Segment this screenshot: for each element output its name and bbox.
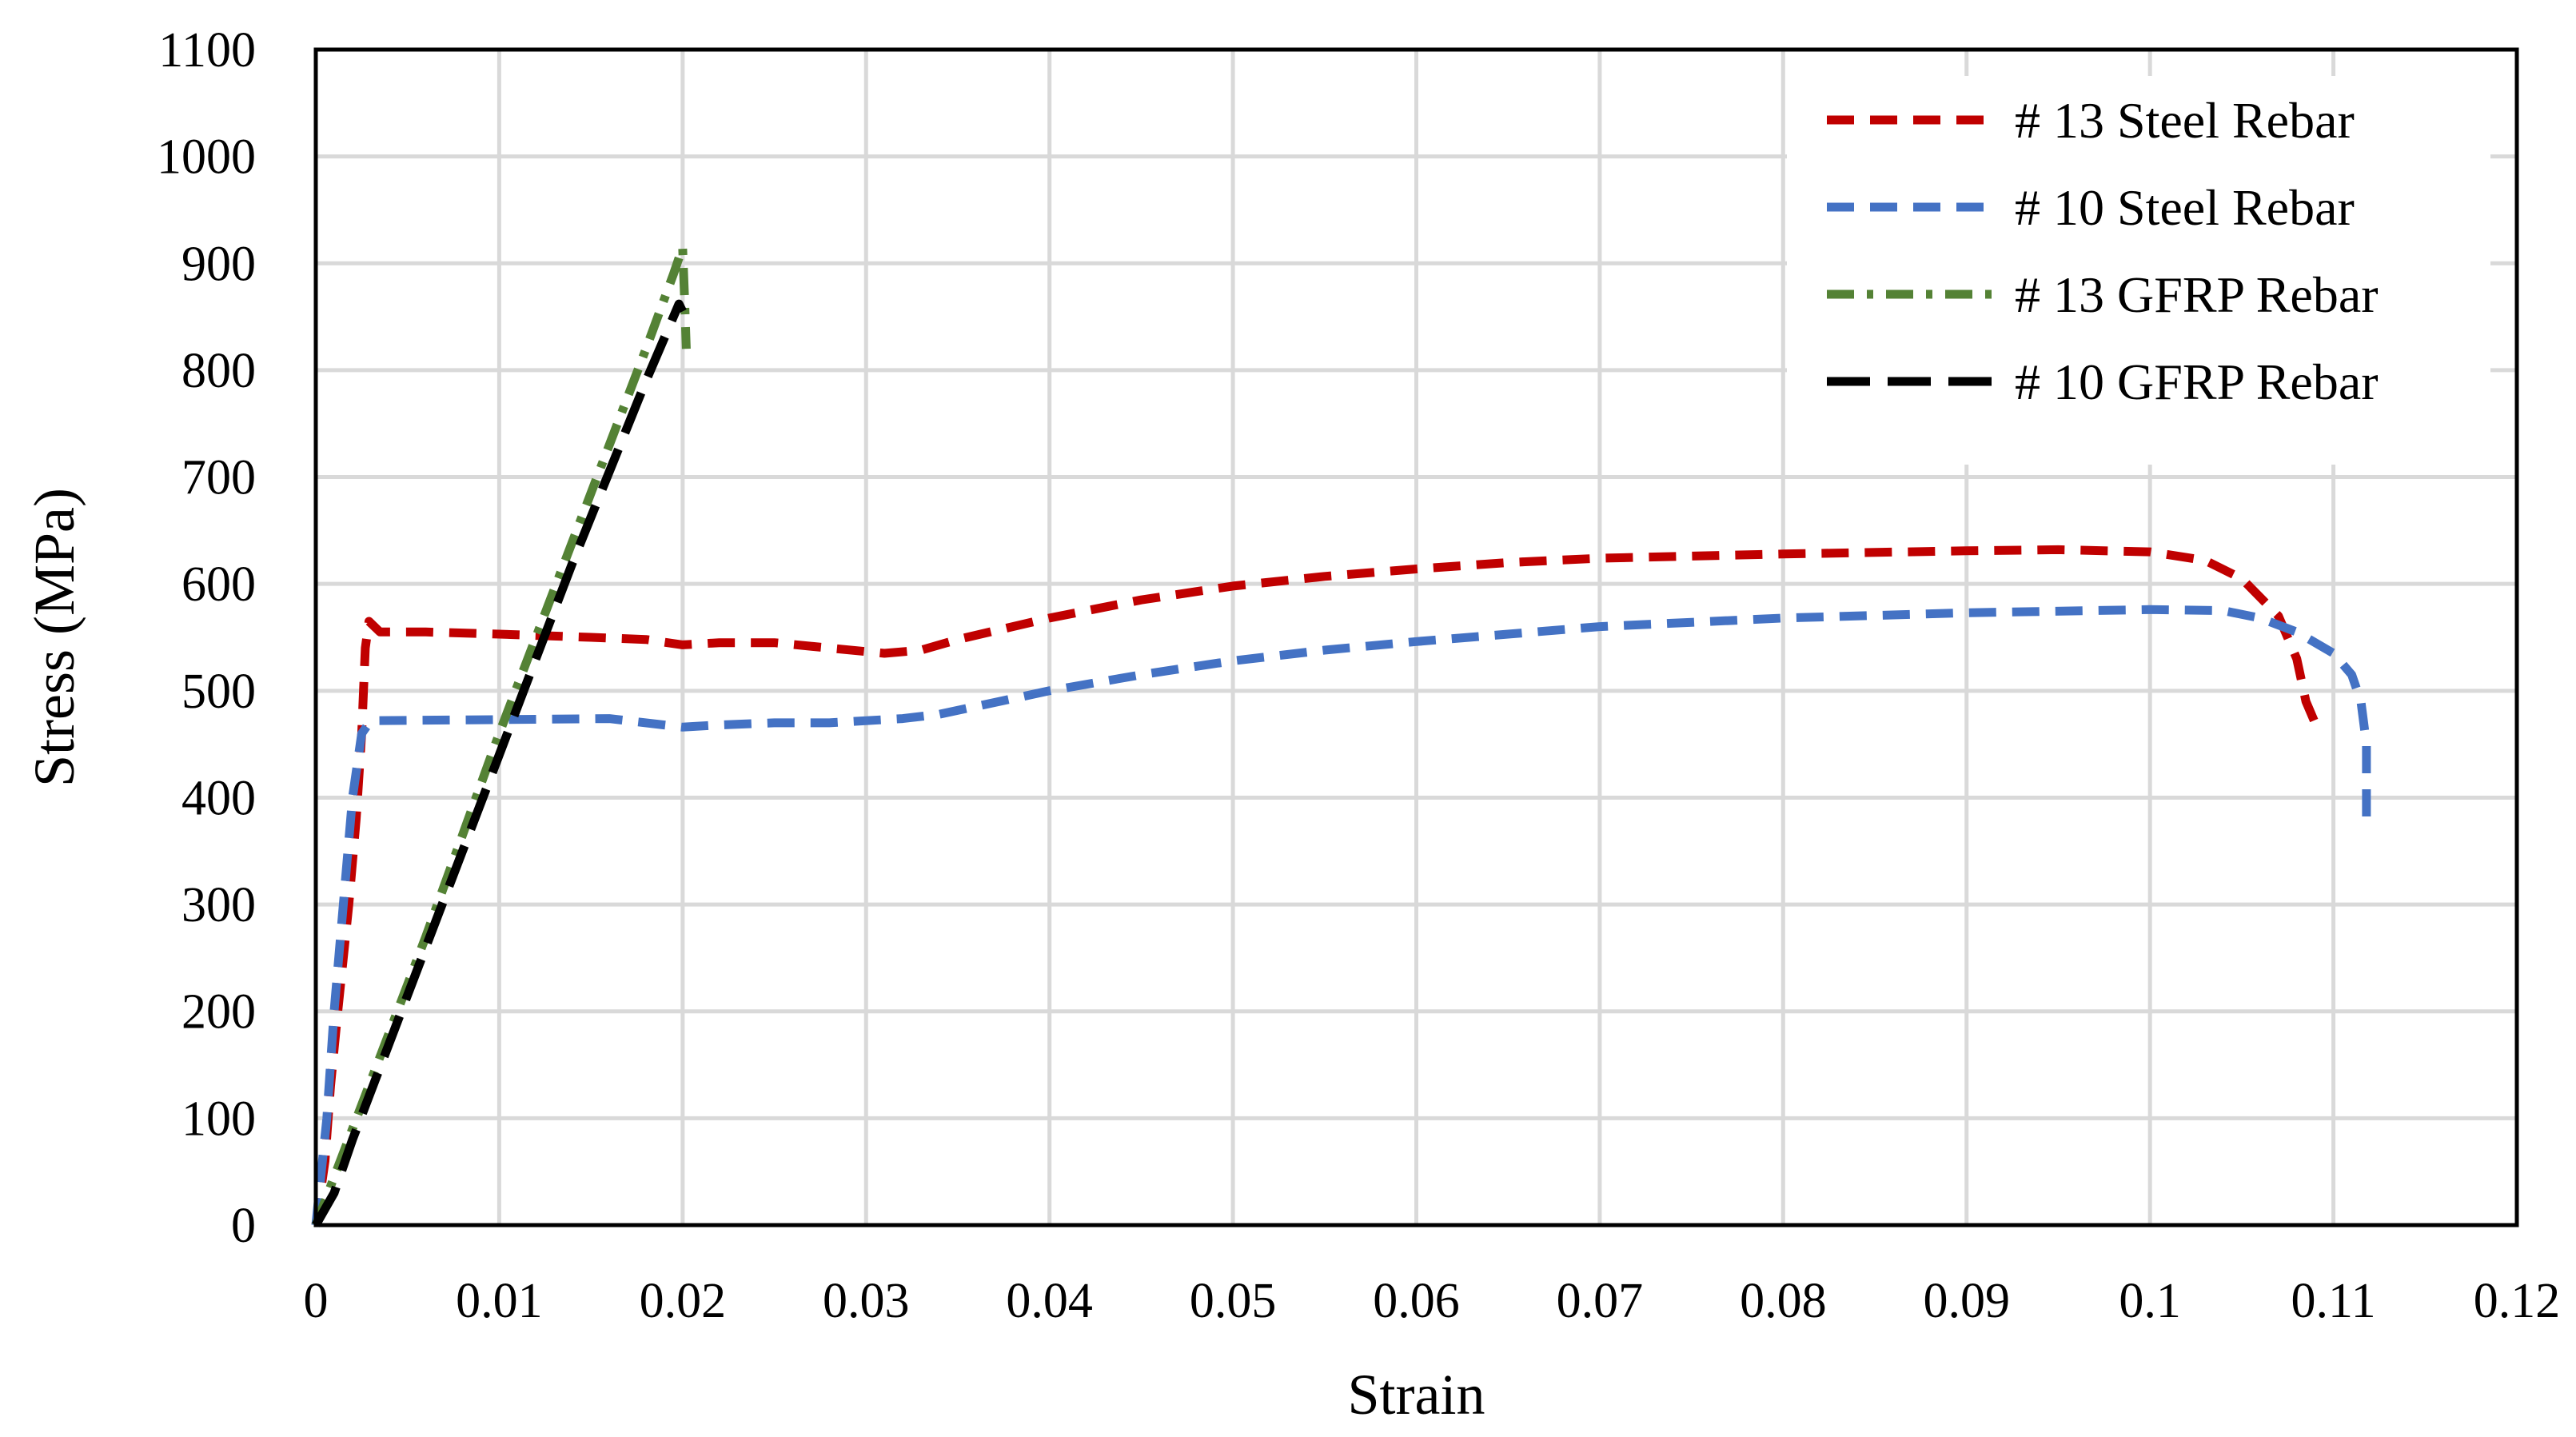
x-axis-ticks: 0 0.01 0.02 0.03 0.04 0.05 0.06 0.07 0.08 0.09 0.1… [304, 1274, 2561, 1328]
y-tick-label: 800 [181, 344, 256, 398]
x-tick-label: 0.06 [1373, 1274, 1460, 1328]
series-line-2 [311, 605, 2371, 1226]
y-tick-label: 600 [181, 557, 256, 612]
legend-label: # 10 Steel Rebar [2015, 179, 2355, 236]
plot-area-frame [313, 47, 2519, 1227]
series-lines [311, 242, 2371, 1227]
x-tick-label: 0.11 [2291, 1274, 2375, 1328]
x-tick-label: 0.08 [1740, 1274, 1827, 1328]
y-tick-label: 200 [181, 985, 256, 1040]
x-tick-label: 0.02 [640, 1274, 727, 1328]
x-tick-label: 0.12 [2474, 1274, 2561, 1328]
legend-label: # 10 GFRP Rebar [2015, 353, 2379, 410]
x-tick-label: 0.01 [456, 1274, 543, 1328]
y-tick-label: 0 [231, 1199, 256, 1253]
y-axis-ticks: 0 100 200 300 400 500 600 700 800 900 1000 1100 [157, 23, 256, 1253]
legend-box [1787, 76, 2490, 465]
y-tick-label: 100 [181, 1092, 256, 1146]
y-tick-label: 500 [181, 665, 256, 719]
y-axis-title: Stress (MPa) [22, 488, 86, 787]
legend-label: # 13 Steel Rebar [2015, 92, 2355, 149]
y-tick-label: 700 [181, 451, 256, 505]
series-line-1 [311, 545, 2319, 1226]
y-tick-label: 300 [181, 878, 256, 932]
x-tick-label: 0.1 [2119, 1274, 2181, 1328]
x-axis-title: Strain [1348, 1363, 1485, 1427]
y-tick-label: 1100 [158, 23, 256, 78]
x-tick-label: 0 [304, 1274, 329, 1328]
x-tick-label: 0.07 [1557, 1274, 1644, 1328]
y-tick-label: 900 [181, 237, 256, 291]
x-tick-label: 0.05 [1190, 1274, 1277, 1328]
x-tick-label: 0.09 [1924, 1274, 2011, 1328]
legend: # 13 Steel Rebar # 10 Steel Rebar # 13 GFR… [1787, 76, 2490, 465]
x-tick-label: 0.04 [1006, 1274, 1093, 1328]
series-line-4 [312, 299, 687, 1227]
y-tick-label: 1000 [157, 130, 256, 185]
x-tick-label: 0.03 [823, 1274, 910, 1328]
y-tick-label: 400 [181, 771, 256, 825]
legend-label: # 13 GFRP Rebar [2015, 266, 2379, 323]
